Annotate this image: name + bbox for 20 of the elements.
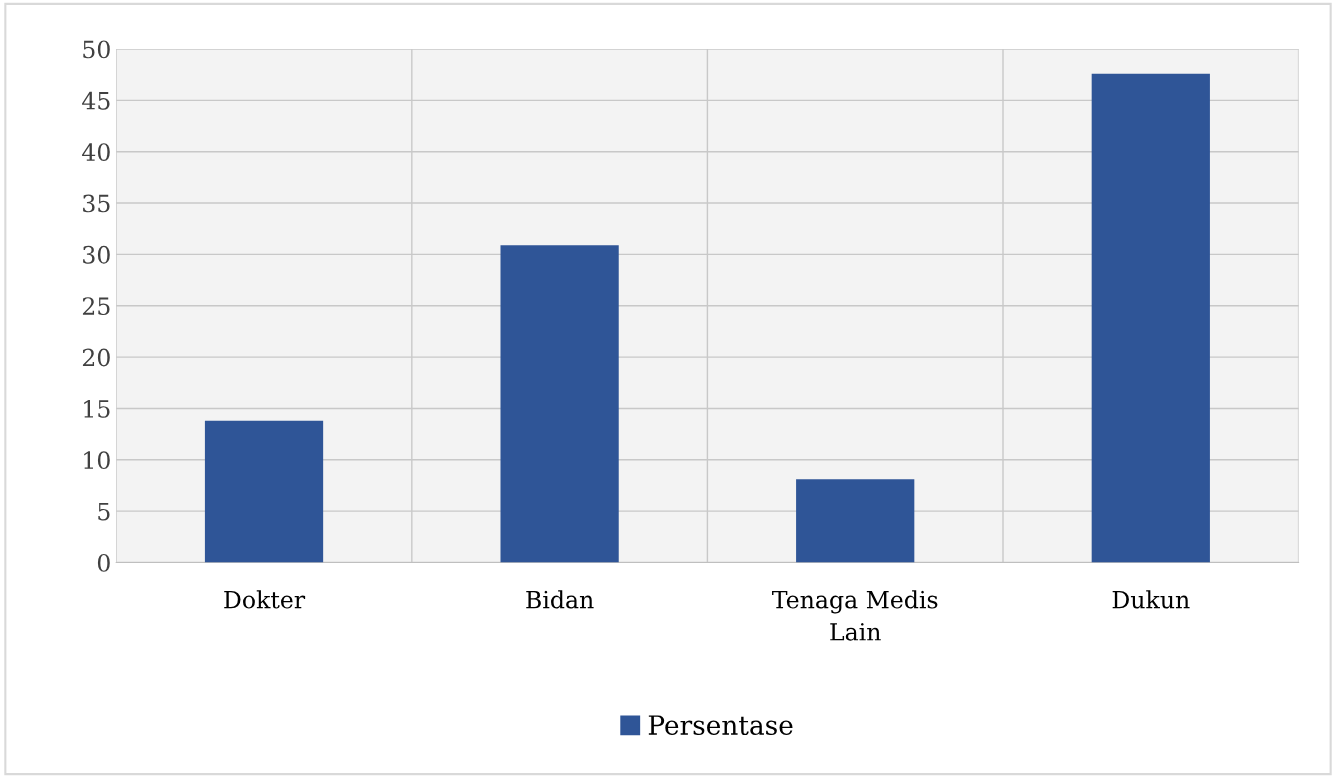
bar xyxy=(796,479,915,563)
x-tick-label: Tenaga Medis Lain xyxy=(772,590,938,641)
x-tick-label: Dokter xyxy=(224,590,306,609)
y-tick-label: 5 xyxy=(98,502,110,521)
x-tick-label: Bidan xyxy=(526,590,594,609)
y-tick-label: 15 xyxy=(84,399,110,418)
y-tick-label: 0 xyxy=(97,553,110,572)
y-tick-label: 20 xyxy=(82,348,110,367)
bar xyxy=(1091,73,1210,563)
bar xyxy=(500,245,619,563)
bar xyxy=(204,420,324,563)
y-tick-label: 50 xyxy=(83,40,110,59)
legend-label: Persentase xyxy=(648,715,793,736)
y-tick-label: 40 xyxy=(82,143,110,162)
y-tick-label: 25 xyxy=(82,297,110,316)
y-tick-label: 45 xyxy=(82,91,110,110)
x-tick-label: Dukun xyxy=(1112,590,1190,609)
y-tick-label: 30 xyxy=(83,245,110,264)
y-tick-label: 10 xyxy=(84,451,110,470)
y-tick-label: 35 xyxy=(83,194,110,213)
